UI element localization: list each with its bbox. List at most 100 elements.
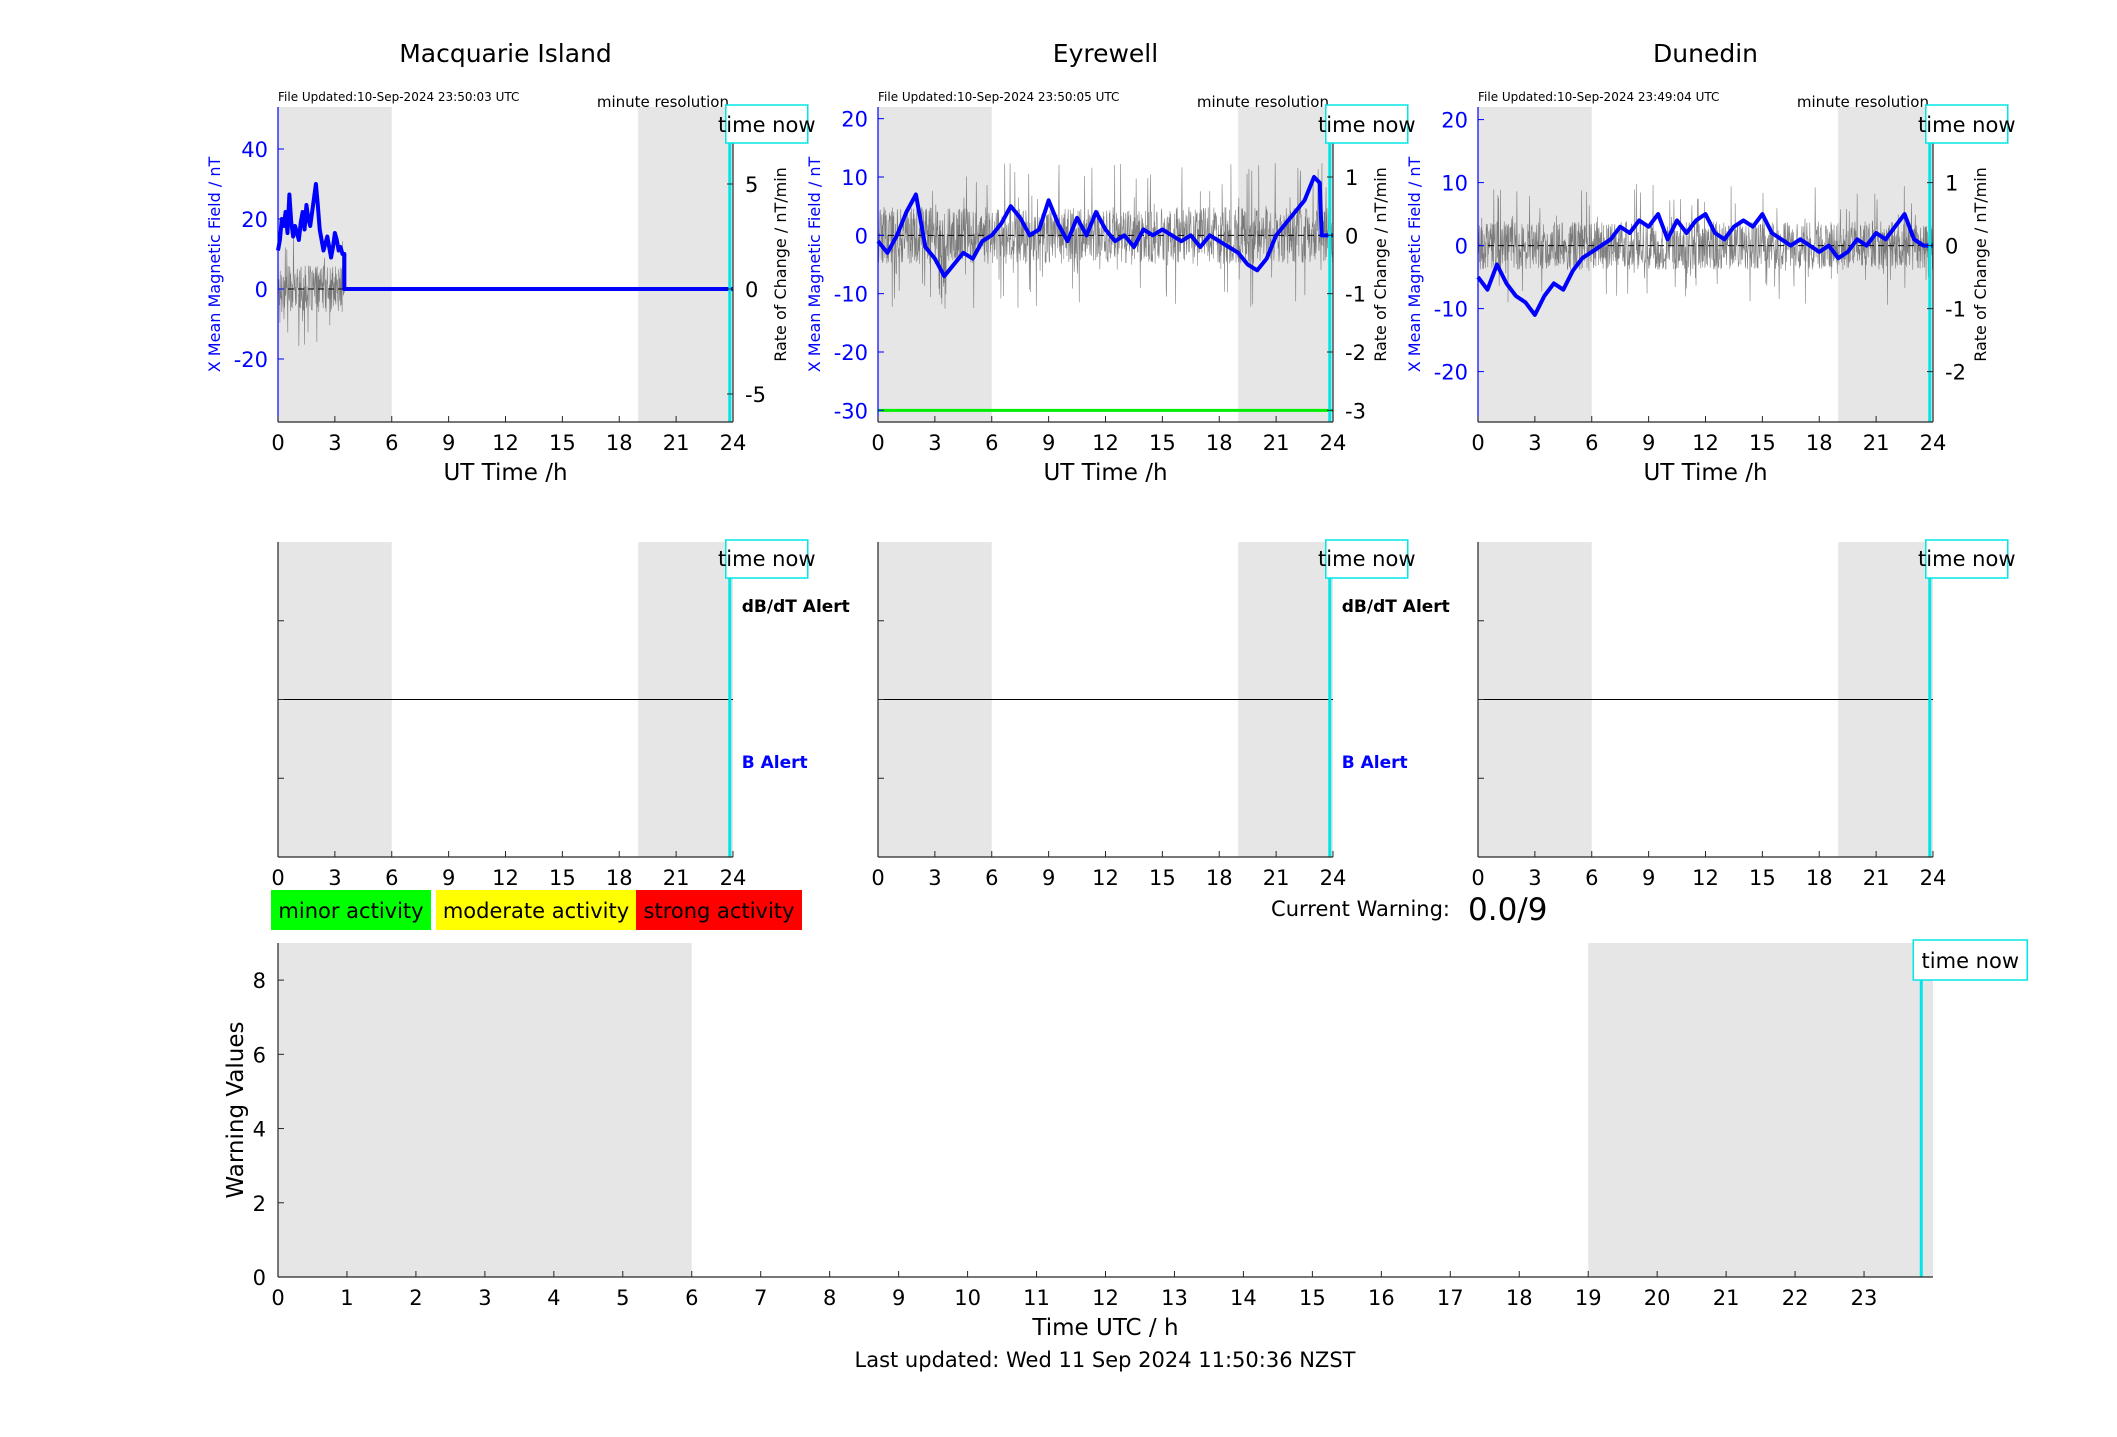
left-y-tick-label: -20 — [834, 341, 868, 365]
x-tick-label: 24 — [1920, 866, 1947, 890]
x-tick-label: 6 — [1585, 866, 1598, 890]
x-tick-label: 24 — [1920, 431, 1947, 455]
b-alert-label: B Alert — [742, 753, 808, 773]
night-shading — [1838, 107, 1933, 422]
time-now-label: time now — [718, 113, 815, 137]
left-y-tick-label: -30 — [834, 399, 868, 423]
x-tick-label: 6 — [985, 431, 998, 455]
x-tick-label: 0 — [271, 1286, 284, 1310]
x-tick-label: 9 — [892, 1286, 905, 1310]
right-y-tick-label: -1 — [1345, 283, 1366, 307]
x-tick-label: 0 — [871, 431, 884, 455]
x-axis-label: Time UTC / h — [1031, 1315, 1178, 1341]
night-shading — [278, 107, 392, 422]
x-tick-label: 22 — [1782, 1286, 1809, 1310]
station-panel-eyrewell: Eyrewell File Updated:10-Sep-2024 23:50:0… — [805, 39, 1416, 486]
x-tick-label: 24 — [720, 866, 747, 890]
right-y-tick-label: -2 — [1945, 361, 1966, 385]
right-y-axis-label: Rate of Change / nT/min — [771, 167, 790, 362]
x-tick-label: 24 — [1320, 431, 1347, 455]
x-tick-label: 3 — [1528, 431, 1541, 455]
y-tick-label: 8 — [253, 969, 266, 993]
time-now-label: time now — [1918, 113, 2015, 137]
x-tick-label: 18 — [606, 866, 633, 890]
x-tick-label: 21 — [1263, 866, 1290, 890]
time-now-box — [1325, 539, 1409, 579]
warning-values-chart: 0 1 2 3 4 5 6 7 8 9 10 11 12 13 14 15 16 17 18 19 20 21 22 2302… — [223, 939, 2029, 1341]
x-tick-label: 9 — [1042, 866, 1055, 890]
file-updated-text: File Updated:10-Sep-2024 23:50:05 UTC — [878, 90, 1119, 104]
left-y-tick-label: 10 — [841, 166, 868, 190]
x-tick-label: 6 — [985, 866, 998, 890]
x-tick-label: 15 — [549, 431, 576, 455]
right-y-tick-label: -5 — [745, 383, 766, 407]
file-updated-text: File Updated:10-Sep-2024 23:50:03 UTC — [278, 90, 519, 104]
left-y-axis-label: X Mean Magnetic Field / nT — [1405, 157, 1424, 373]
x-tick-label: 24 — [720, 431, 747, 455]
left-y-tick-label: 0 — [855, 224, 868, 248]
x-tick-label: 15 — [1299, 1286, 1326, 1310]
left-y-tick-label: -20 — [234, 348, 268, 372]
time-now-box — [725, 104, 809, 144]
current-warning-value: 0.0/9 — [1468, 892, 1547, 928]
x-tick-label: 11 — [1023, 1286, 1050, 1310]
x-tick-label: 0 — [1471, 866, 1484, 890]
right-y-tick-label: 1 — [1945, 172, 1958, 196]
left-y-axis-label: X Mean Magnetic Field / nT — [205, 157, 224, 373]
station-title: Macquarie Island — [399, 39, 612, 68]
x-tick-label: 12 — [1092, 866, 1119, 890]
x-tick-label: 12 — [1092, 431, 1119, 455]
night-shading — [638, 107, 733, 422]
x-tick-label: 15 — [1749, 866, 1776, 890]
x-tick-label: 12 — [492, 866, 519, 890]
x-tick-label: 18 — [606, 431, 633, 455]
x-tick-label: 21 — [1863, 431, 1890, 455]
rate-of-change-trace — [877, 163, 1334, 309]
legend-minor-activity-swatch — [271, 890, 431, 930]
left-y-tick-label: 0 — [255, 278, 268, 302]
x-tick-label: 20 — [1644, 1286, 1671, 1310]
time-now-box — [1925, 104, 2009, 144]
x-tick-label: 18 — [1206, 431, 1233, 455]
x-field-series-line — [1476, 212, 1933, 317]
y-axis-label: Warning Values — [223, 1021, 249, 1198]
y-tick-label: 2 — [253, 1192, 266, 1216]
resolution-label: minute resolution — [597, 93, 729, 111]
x-tick-label: 0 — [871, 866, 884, 890]
x-tick-label: 24 — [1320, 866, 1347, 890]
x-tick-label: 18 — [1506, 1286, 1533, 1310]
x-tick-label: 8 — [823, 1286, 836, 1310]
legend-moderate-activity-label: moderate activity — [443, 899, 629, 923]
station-title: Eyrewell — [1053, 39, 1158, 68]
right-y-tick-label: -2 — [1345, 341, 1366, 365]
x-axis-label: UT Time /h — [1643, 460, 1767, 486]
x-tick-label: 21 — [1263, 431, 1290, 455]
x-tick-label: 9 — [1642, 866, 1655, 890]
activity-legend: minor activity moderate activity strong ac… — [271, 890, 802, 930]
b-alert-label: B Alert — [1342, 753, 1408, 773]
right-y-tick-label: 0 — [1945, 235, 1958, 259]
left-y-tick-label: 10 — [1441, 172, 1468, 196]
left-y-tick-label: 40 — [241, 138, 268, 162]
x-tick-label: 21 — [663, 866, 690, 890]
x-tick-label: 3 — [328, 866, 341, 890]
x-tick-label: 17 — [1437, 1286, 1464, 1310]
x-tick-label: 15 — [1149, 431, 1176, 455]
x-tick-label: 15 — [549, 866, 576, 890]
x-tick-label: 3 — [1528, 866, 1541, 890]
x-tick-label: 23 — [1851, 1286, 1878, 1310]
x-tick-label: 13 — [1161, 1286, 1188, 1310]
x-field-series-line — [876, 175, 1333, 279]
x-tick-label: 18 — [1806, 431, 1833, 455]
right-y-axis-label: Rate of Change / nT/min — [1971, 167, 1990, 362]
x-tick-label: 15 — [1149, 866, 1176, 890]
left-y-tick-label: -20 — [1434, 361, 1468, 385]
x-tick-label: 14 — [1230, 1286, 1257, 1310]
legend-strong-activity-swatch — [636, 890, 802, 930]
last-updated-text: Last updated: Wed 11 Sep 2024 11:50:36 N… — [855, 1348, 1356, 1372]
y-tick-label: 4 — [253, 1118, 266, 1142]
x-tick-label: 19 — [1575, 1286, 1602, 1310]
left-y-tick-label: 20 — [241, 208, 268, 232]
time-now-label: time now — [1318, 113, 1415, 137]
alert-panel-macquarie-island: 0 3 6 9 12 15 18 21 24 time now dB/dT Alert B Alert — [271, 539, 850, 890]
